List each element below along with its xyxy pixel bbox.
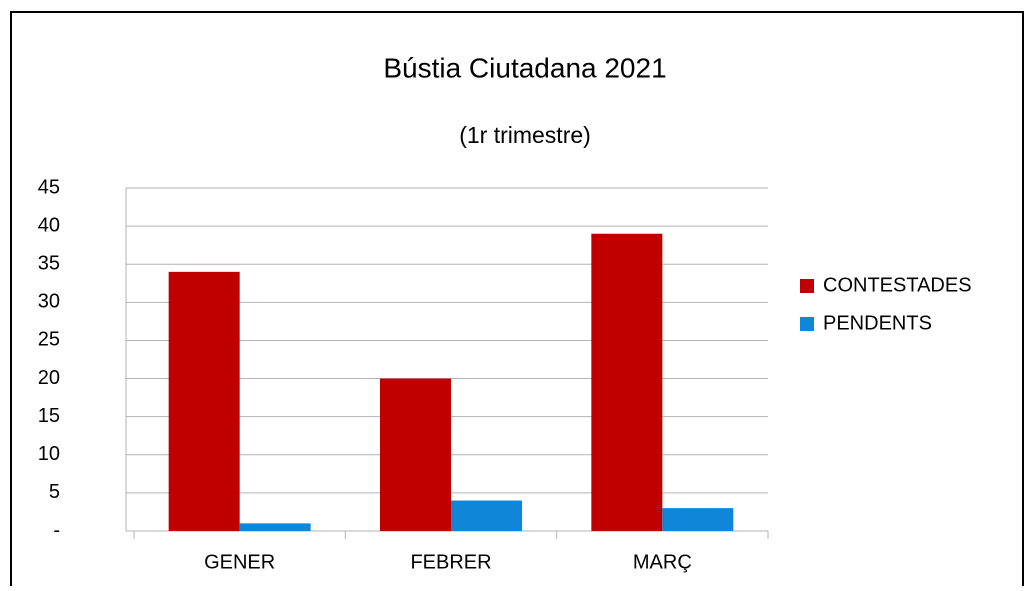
y-tick-label: 40: [38, 214, 60, 236]
legend-swatch: [800, 317, 814, 331]
bar: [662, 508, 734, 531]
y-tick-label: 45: [38, 176, 60, 198]
y-tick-label: -: [53, 519, 60, 541]
y-tick-label: 15: [38, 405, 60, 427]
y-tick-label: 5: [49, 481, 60, 503]
y-tick-label: 20: [38, 367, 60, 389]
chart-subtitle: (1r trimestre): [459, 122, 591, 148]
legend-swatch: [800, 279, 814, 293]
bar: [451, 500, 522, 531]
x-tick-label: FEBRER: [410, 551, 491, 573]
y-tick-label: 30: [38, 291, 60, 313]
chart-title: Bústia Ciutadana 2021: [383, 52, 666, 83]
bar: [168, 271, 240, 531]
bar: [591, 233, 663, 531]
x-tick-label: GENER: [204, 551, 275, 573]
bar: [380, 378, 451, 531]
y-tick-label: 25: [38, 329, 60, 351]
y-tick-label: 35: [38, 253, 60, 275]
x-tick-label: MARÇ: [633, 551, 692, 573]
chart-border: [10, 11, 1024, 591]
legend-label: CONTESTADES: [823, 274, 972, 296]
legend-label: PENDENTS: [823, 312, 932, 334]
y-tick-label: 10: [38, 443, 60, 465]
bar: [239, 523, 311, 531]
